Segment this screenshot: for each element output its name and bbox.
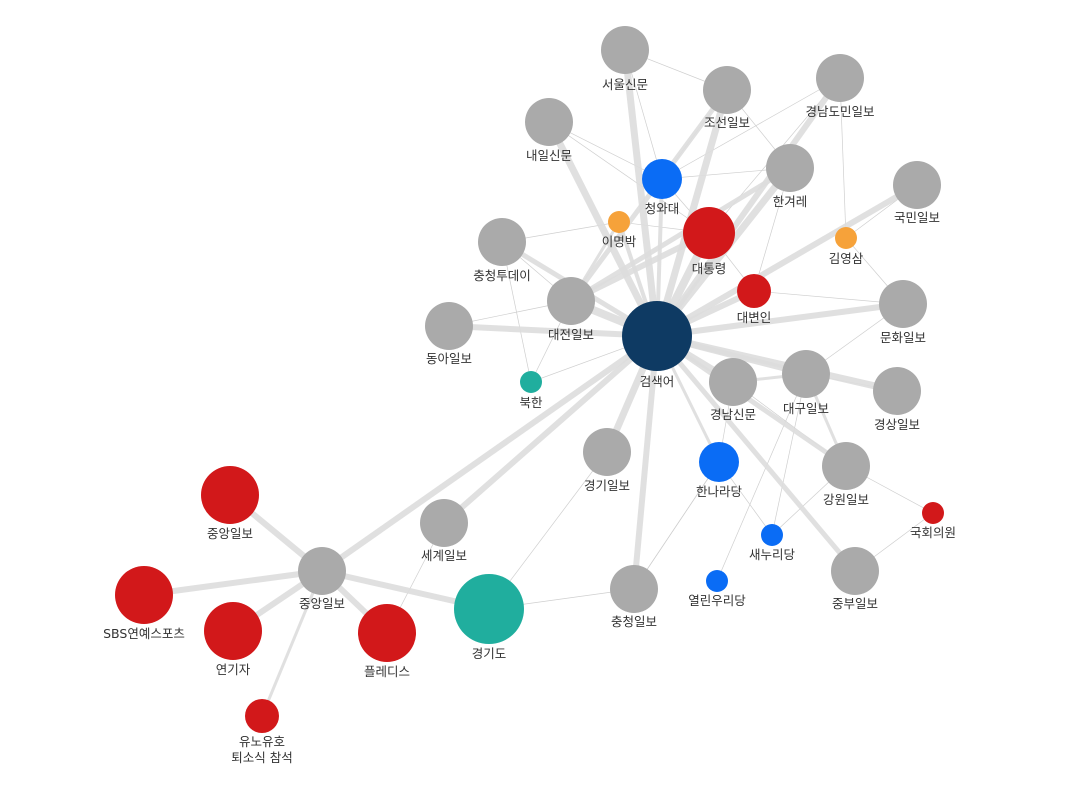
- node: [201, 466, 259, 524]
- node: [245, 699, 279, 733]
- node-label: 경남도민일보: [805, 104, 874, 119]
- node: [737, 274, 771, 308]
- node-label: 충청일보: [611, 614, 657, 629]
- node-label: 이명박: [602, 234, 637, 249]
- node: [922, 502, 944, 524]
- node-label: 중부일보: [832, 596, 878, 611]
- node: [420, 499, 468, 547]
- edge: [633, 461, 720, 590]
- node: [358, 604, 416, 662]
- node: [610, 565, 658, 613]
- node: [683, 207, 735, 259]
- node-label: 내일신문: [526, 148, 572, 163]
- node: [454, 574, 524, 644]
- node-label: 조선일보: [704, 115, 750, 130]
- edge: [569, 165, 792, 304]
- node: [547, 277, 595, 325]
- edge: [655, 182, 919, 339]
- node: [525, 98, 573, 146]
- node-label: 대전일보: [548, 327, 594, 342]
- node-label: SBS연예스포츠: [103, 626, 185, 641]
- node: [583, 428, 631, 476]
- node-label: 연기자: [216, 662, 251, 677]
- node: [831, 547, 879, 595]
- edge: [655, 333, 848, 469]
- node-label: 서울신문: [602, 77, 648, 92]
- node: [699, 442, 739, 482]
- node-label: 경기도: [472, 646, 507, 661]
- edge: [545, 120, 661, 338]
- node-label: 세계일보: [421, 548, 467, 563]
- node-label: 한겨레: [773, 194, 808, 209]
- node-label: 열린우리당: [688, 593, 746, 608]
- node: [115, 566, 173, 624]
- node-label: 퇴소식 참석: [231, 750, 292, 765]
- node-label: 경기일보: [584, 478, 630, 493]
- node-label: 충청투데이: [473, 268, 531, 283]
- node-label: 강원일보: [823, 492, 869, 507]
- node-label: 경상일보: [874, 417, 920, 432]
- edge: [656, 332, 898, 395]
- node-label: 대변인: [737, 310, 772, 325]
- edge: [320, 333, 659, 574]
- node-label: 동아일보: [426, 351, 472, 366]
- node: [709, 358, 757, 406]
- node: [703, 66, 751, 114]
- node-label: 대구일보: [783, 401, 829, 416]
- edge: [753, 290, 904, 305]
- node: [782, 350, 830, 398]
- edge: [442, 333, 659, 526]
- node-label: 북한: [519, 395, 543, 410]
- edge: [143, 568, 323, 598]
- node: [873, 367, 921, 415]
- node-label: 중앙일보: [207, 526, 253, 541]
- edge: [260, 570, 324, 717]
- edge: [655, 334, 857, 573]
- node-label: 플레디스: [364, 664, 410, 679]
- edge: [653, 89, 731, 337]
- node: [642, 159, 682, 199]
- node: [893, 161, 941, 209]
- node-label: 청와대: [645, 201, 680, 216]
- node-label: 문화일보: [880, 330, 926, 345]
- node-label: 국민일보: [894, 210, 940, 225]
- edge: [621, 49, 661, 337]
- node: [520, 371, 542, 393]
- node: [822, 442, 870, 490]
- node: [622, 301, 692, 371]
- node: [425, 302, 473, 350]
- node: [766, 144, 814, 192]
- node: [879, 280, 927, 328]
- node-label: 국회의원: [910, 525, 956, 540]
- node-label: 검색어: [640, 374, 675, 389]
- node: [706, 570, 728, 592]
- node: [298, 547, 346, 595]
- edge: [771, 373, 807, 536]
- node-label: 중앙일보: [299, 596, 345, 611]
- node: [608, 211, 630, 233]
- edge: [661, 77, 841, 180]
- node: [816, 54, 864, 102]
- edge: [839, 77, 847, 239]
- node-label: 대통령: [692, 261, 727, 276]
- edge: [548, 121, 710, 234]
- node-label: 새누리당: [749, 547, 796, 562]
- edge: [631, 335, 660, 590]
- node-label: 경남신문: [710, 407, 756, 422]
- node: [761, 524, 783, 546]
- edge: [716, 373, 807, 582]
- node-label: 유노유호: [239, 734, 285, 749]
- node: [835, 227, 857, 249]
- edge: [568, 88, 730, 303]
- node: [601, 26, 649, 74]
- node-label: 한나라당: [696, 484, 743, 499]
- node-label: 김영삼: [829, 251, 864, 266]
- node: [204, 602, 262, 660]
- edge: [656, 301, 904, 339]
- node: [478, 218, 526, 266]
